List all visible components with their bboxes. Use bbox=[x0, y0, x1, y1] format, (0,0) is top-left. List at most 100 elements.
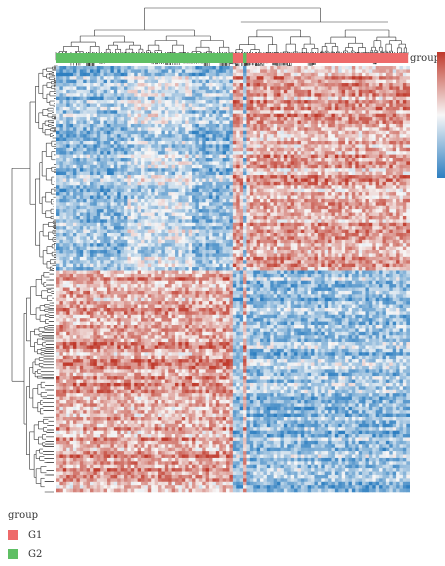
heatmap-cell bbox=[171, 154, 176, 159]
heatmap-cell bbox=[348, 178, 353, 183]
heatmap-cell bbox=[73, 103, 77, 108]
heatmap-cell bbox=[73, 110, 77, 115]
heatmap-cell bbox=[175, 69, 179, 74]
heatmap-cell bbox=[365, 123, 370, 128]
heatmap-cell bbox=[362, 120, 366, 125]
heatmap-cell bbox=[120, 151, 125, 155]
heatmap-cell bbox=[113, 168, 118, 172]
heatmap-cell bbox=[402, 120, 407, 125]
heatmap-cell bbox=[402, 72, 407, 77]
heatmap-cell bbox=[280, 154, 285, 159]
heatmap-cell bbox=[229, 178, 234, 183]
heatmap-cell bbox=[368, 86, 373, 91]
heatmap-cell bbox=[130, 86, 135, 91]
heatmap-cell bbox=[372, 140, 376, 145]
heatmap-cell bbox=[79, 140, 84, 145]
heatmap-cell bbox=[219, 178, 223, 183]
heatmap-cell bbox=[158, 164, 162, 169]
heatmap-cell bbox=[168, 127, 172, 132]
heatmap-cell bbox=[127, 113, 132, 118]
heatmap-cell bbox=[324, 144, 329, 149]
heatmap-cell bbox=[324, 93, 329, 97]
heatmap-cell bbox=[124, 127, 128, 132]
heatmap-cell bbox=[362, 89, 366, 94]
heatmap-cell bbox=[232, 154, 237, 159]
heatmap-cell bbox=[382, 66, 387, 70]
heatmap-cell bbox=[273, 137, 278, 142]
heatmap-cell bbox=[270, 134, 274, 138]
heatmap-cell bbox=[141, 130, 145, 135]
heatmap-cell bbox=[168, 171, 172, 176]
heatmap-cell bbox=[168, 120, 172, 125]
heatmap-cell bbox=[66, 96, 70, 101]
heatmap-cell bbox=[243, 127, 247, 132]
heatmap-cell bbox=[83, 161, 87, 166]
heatmap-cell bbox=[86, 134, 91, 138]
heatmap-cell bbox=[209, 168, 213, 172]
heatmap-cell bbox=[379, 106, 383, 111]
heatmap-cell bbox=[120, 93, 125, 97]
heatmap-cell bbox=[158, 100, 162, 104]
heatmap-cell bbox=[202, 178, 206, 183]
heatmap-cell bbox=[171, 127, 176, 132]
heatmap-cell bbox=[198, 137, 203, 142]
heatmap-cell bbox=[113, 181, 118, 186]
heatmap-cell bbox=[294, 127, 298, 132]
heatmap-cell bbox=[253, 158, 257, 162]
heatmap-cell bbox=[334, 96, 339, 101]
heatmap-cell bbox=[212, 100, 217, 104]
heatmap-cell bbox=[59, 178, 64, 183]
heatmap-cell bbox=[226, 89, 230, 94]
heatmap-cell bbox=[283, 181, 288, 186]
heatmap-cell bbox=[144, 117, 149, 121]
heatmap-cell bbox=[273, 96, 278, 101]
heatmap-cell bbox=[144, 171, 149, 176]
heatmap-cell bbox=[229, 158, 234, 162]
heatmap-cell bbox=[290, 130, 295, 135]
heatmap-cell bbox=[362, 100, 366, 104]
heatmap-cell bbox=[311, 147, 315, 152]
heatmap-cell bbox=[331, 175, 336, 179]
heatmap-cell bbox=[331, 117, 336, 121]
heatmap-cell bbox=[171, 147, 176, 152]
heatmap-cell bbox=[130, 178, 135, 183]
heatmap-cell bbox=[236, 72, 240, 77]
heatmap-cell bbox=[158, 120, 162, 125]
heatmap-cell bbox=[328, 134, 332, 138]
heatmap-cell bbox=[144, 93, 149, 97]
heatmap-cell bbox=[100, 134, 104, 138]
heatmap-cell bbox=[365, 147, 370, 152]
heatmap-cell bbox=[219, 171, 223, 176]
heatmap-cell bbox=[362, 96, 366, 101]
heatmap-cell bbox=[137, 140, 142, 145]
heatmap-cell bbox=[107, 175, 111, 179]
annotation-segment-g2 bbox=[56, 53, 234, 63]
heatmap-cell bbox=[161, 72, 166, 77]
heatmap-cell bbox=[263, 106, 268, 111]
heatmap-cell bbox=[171, 93, 176, 97]
heatmap-cell bbox=[209, 86, 213, 91]
heatmap-cell bbox=[236, 123, 240, 128]
heatmap-cell bbox=[324, 178, 329, 183]
heatmap-cell bbox=[290, 175, 295, 179]
heatmap-cell bbox=[277, 96, 281, 101]
heatmap-cell bbox=[113, 110, 118, 115]
heatmap-cell bbox=[300, 140, 305, 145]
heatmap-cell bbox=[56, 158, 60, 162]
heatmap-cell bbox=[110, 96, 115, 101]
heatmap-cell bbox=[134, 66, 138, 70]
heatmap-cell bbox=[249, 69, 254, 74]
heatmap-cell bbox=[297, 137, 302, 142]
heatmap-cell bbox=[375, 79, 380, 84]
heatmap-cell bbox=[331, 161, 336, 166]
heatmap-cell bbox=[341, 123, 346, 128]
heatmap-cell bbox=[266, 120, 271, 125]
heatmap-cell bbox=[62, 123, 67, 128]
heatmap-cell bbox=[287, 113, 291, 118]
heatmap-cell bbox=[396, 100, 400, 104]
heatmap-cell bbox=[382, 151, 387, 155]
heatmap-cell bbox=[362, 151, 366, 155]
heatmap-cell bbox=[110, 151, 115, 155]
heatmap-cell bbox=[382, 137, 387, 142]
heatmap-cell bbox=[368, 144, 373, 149]
